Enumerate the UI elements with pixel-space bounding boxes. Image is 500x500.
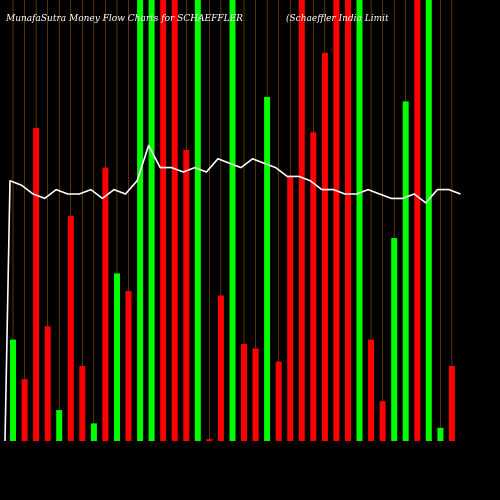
bar <box>90 423 97 441</box>
bar <box>333 0 340 441</box>
bar <box>79 366 86 441</box>
volume-bars <box>10 0 455 442</box>
money-flow-series-line <box>4 144 461 442</box>
bar <box>368 339 375 441</box>
bar <box>148 0 155 441</box>
bar <box>206 439 213 441</box>
bar <box>321 52 328 442</box>
bar <box>379 401 386 441</box>
money-flow-line <box>4 144 461 442</box>
bar <box>137 0 144 441</box>
bar <box>10 339 16 441</box>
bar <box>298 0 305 441</box>
bar <box>217 295 224 441</box>
bar <box>160 0 167 441</box>
bar <box>56 410 63 441</box>
bar <box>437 427 444 441</box>
bar <box>264 97 271 441</box>
bar <box>183 149 190 441</box>
bar <box>114 273 120 441</box>
bar <box>356 0 363 441</box>
bar <box>448 366 455 441</box>
bar <box>310 132 317 442</box>
bar <box>275 361 282 441</box>
chart-title: MunafaSutra Money Flow Charts for SCHAEF… <box>5 14 243 24</box>
bar <box>125 291 132 441</box>
bar <box>67 216 74 441</box>
bar <box>229 0 236 441</box>
bar <box>345 0 351 441</box>
bar <box>252 348 259 441</box>
bar <box>171 0 178 441</box>
bar <box>44 326 51 441</box>
bar <box>194 0 201 441</box>
bar <box>391 238 398 441</box>
bar <box>402 101 409 442</box>
bar <box>102 167 109 441</box>
bar <box>241 344 247 441</box>
bar <box>21 379 28 441</box>
company-name: (Schaeffler India Limit <box>286 13 389 24</box>
bar <box>287 176 294 441</box>
bar <box>33 127 40 442</box>
bar <box>414 0 421 441</box>
bar <box>425 0 432 441</box>
